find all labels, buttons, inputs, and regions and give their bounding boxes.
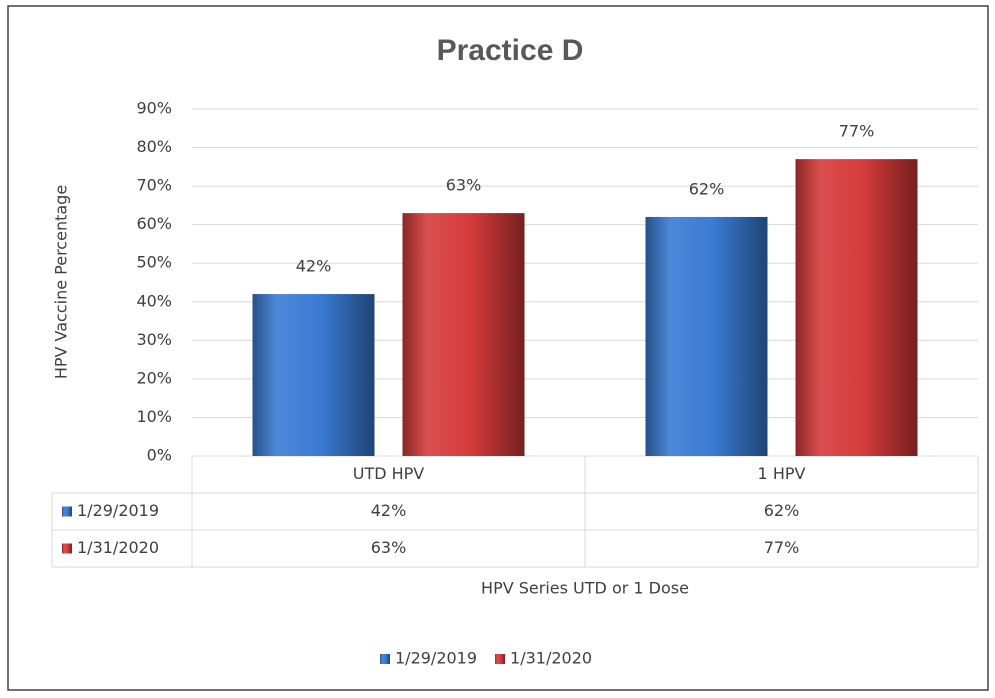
bar — [402, 213, 525, 456]
y-tick-label: 30% — [136, 330, 172, 349]
legend-label: 1/29/2019 — [395, 649, 477, 668]
legend-label: 1/31/2020 — [510, 649, 592, 668]
table-cell: 42% — [371, 501, 407, 520]
data-label: 62% — [689, 179, 725, 198]
chart-title: Practice D — [437, 34, 584, 67]
x-axis-label: HPV Series UTD or 1 Dose — [481, 579, 689, 598]
table-row-label: 1/29/2019 — [77, 501, 159, 520]
bar — [645, 216, 768, 456]
bar — [795, 159, 918, 456]
legend-key — [495, 654, 506, 664]
table-cell: 62% — [764, 501, 800, 520]
table-legend-key — [62, 506, 72, 517]
data-label: 42% — [296, 257, 332, 276]
x-tick-label: UTD HPV — [353, 464, 425, 483]
y-tick-label: 90% — [136, 99, 172, 118]
data-label: 77% — [839, 122, 875, 141]
bar — [252, 294, 375, 456]
x-tick-label: 1 HPV — [758, 464, 806, 483]
legend-key — [380, 654, 390, 664]
y-axis-label: HPV Vaccine Percentage — [52, 185, 71, 379]
table-cell: 63% — [371, 538, 407, 557]
table-row-label: 1/31/2020 — [77, 538, 159, 557]
y-tick-label: 50% — [136, 253, 172, 272]
table-cell: 77% — [764, 538, 800, 557]
y-tick-label: 80% — [136, 137, 172, 156]
y-tick-label: 20% — [136, 368, 172, 387]
y-tick-label: 60% — [136, 214, 172, 233]
y-tick-label: 0% — [147, 446, 172, 465]
y-tick-label: 40% — [136, 291, 172, 310]
y-tick-label: 70% — [136, 176, 172, 195]
y-tick-label: 10% — [136, 407, 172, 426]
data-label: 63% — [446, 176, 482, 195]
table-legend-key — [62, 543, 72, 554]
